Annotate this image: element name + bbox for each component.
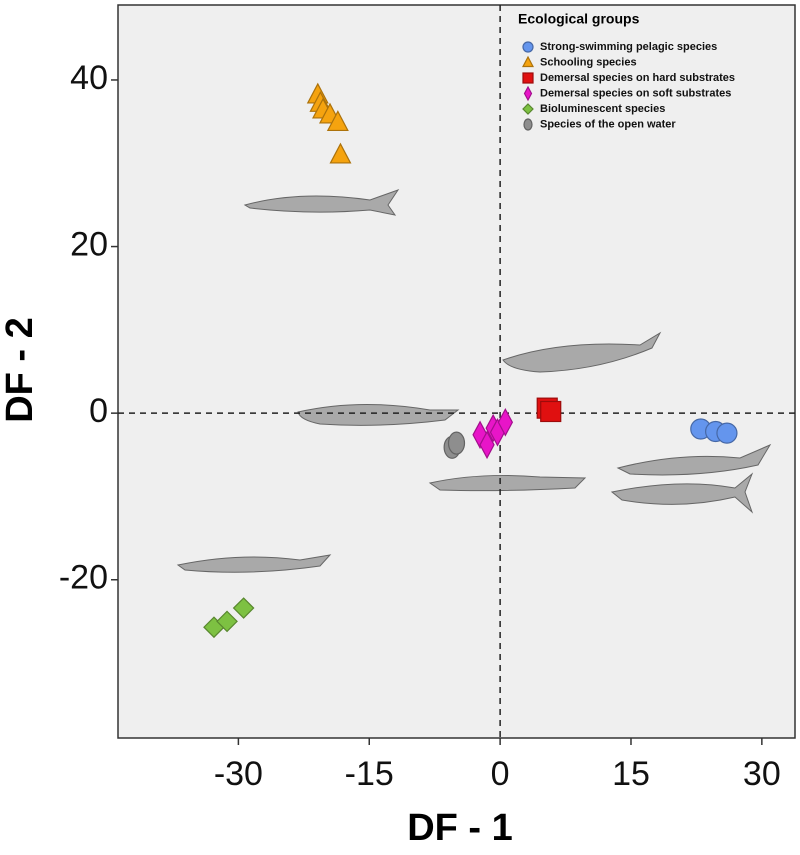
legend-label: Species of the open water <box>540 118 676 130</box>
x-tick-label: 15 <box>612 755 650 793</box>
shark-illustration <box>428 474 587 492</box>
x-axis-title: DF - 1 <box>407 807 513 849</box>
point <box>497 408 514 437</box>
shark-illustration <box>176 554 332 573</box>
point <box>326 110 349 132</box>
point <box>447 431 466 455</box>
y-tick-label: 40 <box>70 59 108 97</box>
shark-illustration <box>616 443 772 476</box>
legend-marker <box>522 103 534 115</box>
shark-illustration <box>502 331 662 373</box>
x-tick-label: -30 <box>214 755 263 793</box>
legend-title: Ecological groups <box>518 11 640 27</box>
legend-label: Strong-swimming pelagic species <box>540 41 717 53</box>
point <box>232 597 255 619</box>
legend-marker <box>522 72 534 84</box>
shark-illustration <box>610 472 754 514</box>
legend-label: Demersal species on hard substrates <box>540 72 735 84</box>
legend-marker <box>523 118 533 131</box>
point <box>216 610 238 633</box>
shark-illustrations <box>176 189 772 573</box>
point <box>329 142 352 164</box>
x-tick-label: -15 <box>345 755 394 793</box>
point <box>716 422 738 444</box>
legend-marker <box>523 85 533 102</box>
y-tick-label: 20 <box>70 226 108 264</box>
y-tick-label: 0 <box>89 392 108 430</box>
x-tick-label: 30 <box>743 755 781 793</box>
legend-label: Schooling species <box>540 56 637 68</box>
shark-illustration <box>297 404 460 426</box>
y-axis-title: DF - 2 <box>0 317 41 423</box>
y-tick-label: -20 <box>59 559 108 597</box>
point <box>540 400 562 423</box>
x-tick-label: 0 <box>491 755 510 793</box>
shark-illustration <box>243 189 400 216</box>
legend-label: Demersal species on soft substrates <box>540 87 731 99</box>
legend-label: Bioluminescent species <box>540 103 665 115</box>
legend-marker <box>522 41 534 53</box>
point <box>479 430 495 460</box>
legend-marker <box>522 55 534 68</box>
